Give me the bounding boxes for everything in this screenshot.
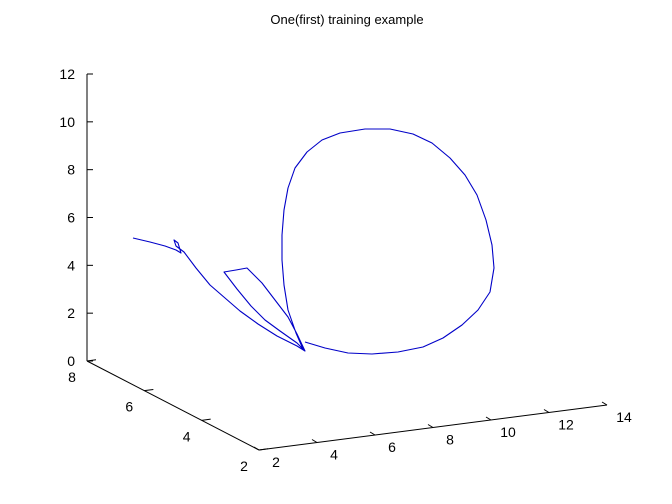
x-tick-label: 2 — [272, 454, 280, 470]
x-tick-mark — [485, 416, 492, 421]
z-tick-label: 4 — [67, 257, 75, 273]
y-tick-label: 4 — [183, 428, 191, 444]
z-tick-label: 10 — [59, 114, 75, 130]
y-axis-ticks: 2 4 6 8 — [68, 359, 269, 474]
x-tick-mark — [427, 424, 434, 428]
z-axis-ticks: 0 2 4 6 8 10 12 — [59, 66, 93, 369]
z-tick-label: 6 — [67, 210, 75, 226]
x-tick-label: 4 — [330, 447, 338, 463]
z-tick-label: 8 — [67, 162, 75, 178]
y-tick-label: 8 — [68, 369, 76, 385]
x-tick-label: 6 — [388, 439, 396, 455]
y-tick-label: 6 — [125, 399, 133, 415]
y-tick-mark — [86, 359, 97, 362]
y-tick-mark — [258, 448, 269, 451]
x-tick-mark — [311, 439, 318, 443]
x-tick-label: 8 — [446, 432, 454, 448]
x-tick-mark — [601, 401, 608, 406]
z-tick-label: 12 — [59, 66, 75, 82]
x-tick-mark — [253, 446, 260, 451]
y-tick-label: 2 — [240, 458, 248, 474]
y-axis-line — [86, 360, 260, 451]
x-tick-mark — [369, 431, 376, 436]
chart-title: One(first) training example — [270, 12, 423, 27]
x-tick-label: 12 — [558, 417, 574, 433]
y-tick-mark — [201, 418, 211, 421]
x-tick-label: 10 — [500, 424, 516, 440]
z-tick-label: 2 — [67, 305, 75, 321]
x-tick-label: 14 — [616, 409, 632, 425]
x-tick-mark — [543, 409, 550, 413]
y-tick-mark — [144, 388, 154, 392]
trajectory-line — [132, 128, 495, 355]
z-tick-label: 0 — [67, 353, 75, 369]
x-axis-ticks: 2 4 6 8 10 12 14 — [253, 401, 632, 470]
